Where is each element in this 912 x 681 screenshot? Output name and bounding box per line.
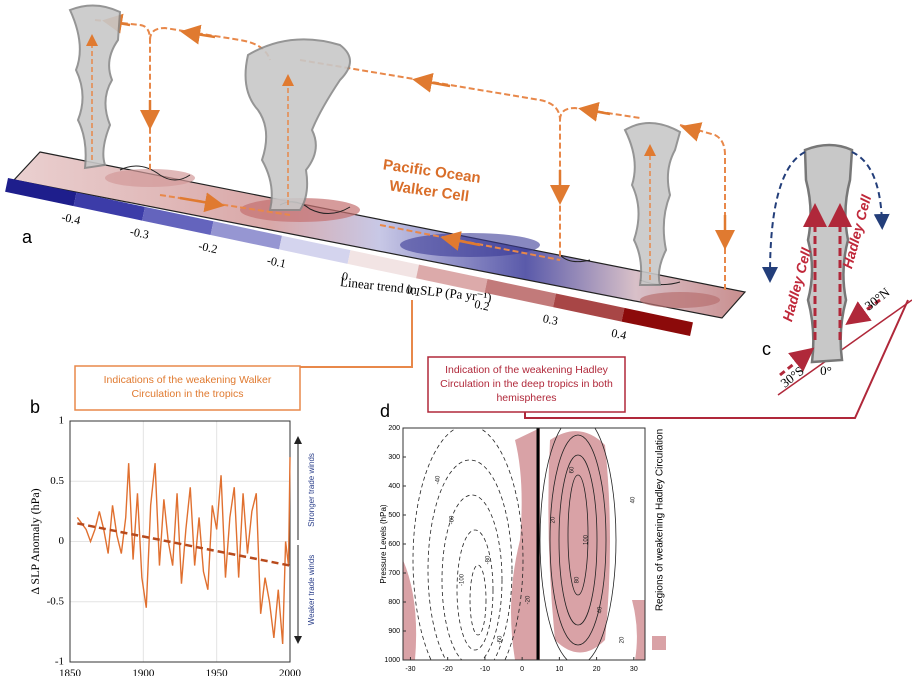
data-line (77, 457, 290, 644)
y-tick-label: -0.5 (47, 595, 65, 607)
y-axis-label: Pressure Levels (hPa) (379, 504, 388, 583)
colorbar-tick-label: -0.4 (60, 210, 81, 228)
contour-label: -60 (498, 635, 504, 644)
contour-label: -20 (526, 595, 532, 604)
contour-label: 80 (575, 576, 581, 583)
x-tick-label: 30 (630, 666, 638, 673)
colorbar-tick-label: -0.1 (266, 253, 287, 271)
panel-label: d (380, 401, 390, 421)
colorbar-tick-label: -0.3 (129, 224, 150, 242)
colorbar-tick-label: 0.4 (610, 326, 628, 343)
contour-label: -100 (460, 573, 466, 586)
legend-swatch (652, 636, 666, 650)
y-tick-label: 800 (388, 599, 400, 606)
annotation: Weaker trade winds (307, 555, 316, 626)
contour-label: 40 (598, 606, 604, 613)
y-tick-label: 700 (388, 570, 400, 577)
panel-label: c (762, 339, 771, 359)
contour-shapes (403, 415, 645, 676)
x-tick-label: -10 (480, 666, 490, 673)
contour-label: -60 (450, 515, 456, 524)
walker-label: Pacific OceanWalker Cell (379, 156, 482, 206)
x-tick-label: 1900 (132, 668, 155, 676)
contour-label: 100 (584, 534, 590, 545)
latitude-label: 0° (820, 363, 832, 378)
panel-label: b (30, 397, 40, 417)
panel-label: a (22, 227, 33, 247)
y-axis-label: Δ SLP Anomaly (hPa) (28, 488, 42, 594)
colorbar-tick-label: -0.2 (197, 239, 218, 257)
hadley-cell-label: Hadley Cell (779, 245, 814, 323)
callout-text: Indications of the weakening Walker Circ… (80, 368, 295, 401)
x-tick-label: 20 (593, 666, 601, 673)
panel-b: 1850 1900 1950 2000 -1 -0.5 0 0.5 1 Δ SLP Anomaly… (28, 415, 316, 676)
y-tick-label: 300 (388, 454, 400, 461)
callout: Indication of the weakening Hadley Circu… (432, 359, 621, 411)
callout: Indications of the weakening Walker Circ… (80, 368, 295, 408)
contour-label: 60 (570, 466, 576, 473)
legend-label: Regions of weakening Hadley Circulation (655, 429, 666, 611)
y-tick-label: 200 (388, 425, 400, 432)
y-tick-label: 0.5 (50, 475, 64, 487)
x-tick-label: -30 (405, 666, 415, 673)
x-tick-label: 2000 (279, 668, 302, 676)
latitude-label: 30°S (777, 363, 806, 390)
x-tick-label: -20 (443, 666, 453, 673)
y-tick-label: 0 (59, 535, 65, 547)
annotation: Stronger trade winds (307, 453, 316, 527)
y-tick-label: 1 (59, 415, 65, 427)
contour-label: 20 (620, 636, 626, 643)
x-tick-label: 1950 (206, 668, 229, 676)
contour-label: 40 (631, 496, 637, 503)
y-tick-label: -1 (55, 656, 64, 668)
x-tick-label: 1850 (59, 668, 82, 676)
x-tick-label: 0 (520, 666, 524, 673)
contour-label: 20 (551, 516, 557, 523)
y-tick-label: 1000 (384, 657, 400, 664)
contour-label: -80 (486, 555, 492, 564)
x-tick-label: 10 (555, 666, 563, 673)
y-tick-label: 600 (388, 541, 400, 548)
callout-text: Indication of the weakening Hadley Circu… (432, 359, 621, 405)
latitude-label: 30°N (862, 284, 893, 313)
y-tick-label: 400 (388, 483, 400, 490)
figure: -0.4-0.3-0.2-0.100.10.20.30.4 Linear tre… (0, 0, 912, 676)
colorbar-swatch (622, 308, 693, 336)
y-tick-label: 500 (388, 512, 400, 519)
contour-label: -40 (436, 475, 442, 484)
hadley-diagram (770, 145, 912, 395)
colorbar-tick-label: 0.3 (542, 311, 560, 328)
y-tick-label: 900 (388, 628, 400, 635)
colorbar-swatch (553, 293, 624, 321)
